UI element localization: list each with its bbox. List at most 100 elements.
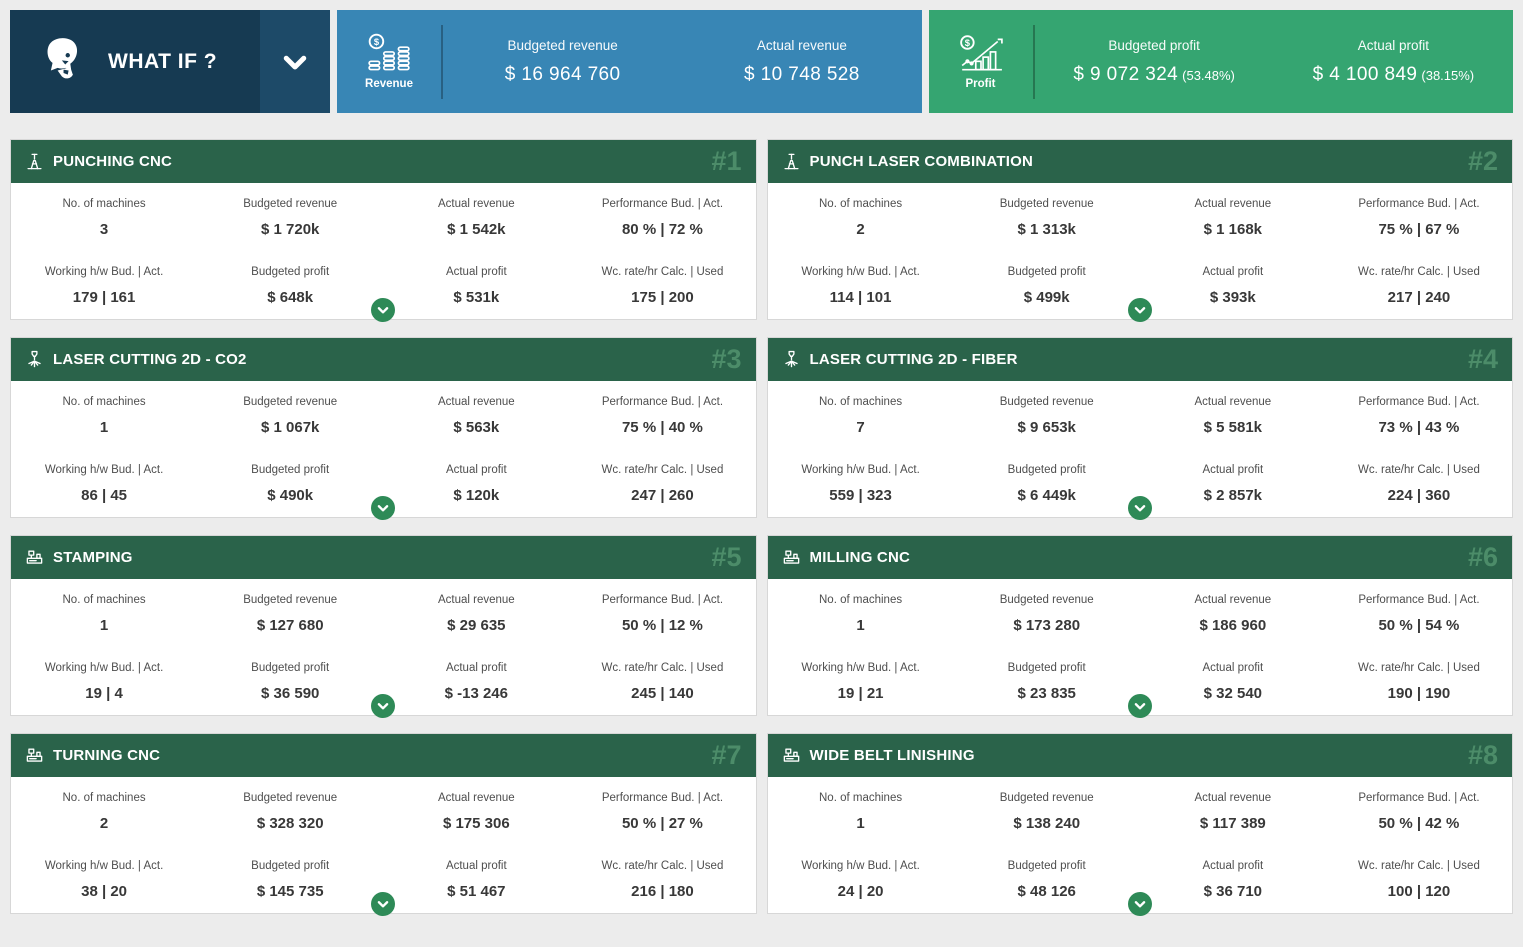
stat-label: No. of machines	[62, 594, 146, 606]
budgeted-profit-label: Budgeted profit	[1108, 37, 1200, 53]
expand-card-button[interactable]	[371, 496, 396, 520]
machine-card-header: LASER CUTTING 2D - CO2 #3	[11, 338, 756, 381]
stat-label: Wc. rate/hr Calc. | Used	[1358, 860, 1480, 872]
stat-value: 50 % | 12 %	[621, 617, 703, 634]
machine-card-wide-belt-linishing: WIDE BELT LINISHING #8 No. of machines B…	[766, 733, 1513, 916]
stat-value: $ 563k	[453, 419, 500, 436]
stat-value: $ 23 835	[1017, 685, 1076, 702]
profit-banner: $ Profit	[928, 10, 1513, 113]
machine-card-title: STAMPING	[53, 549, 133, 566]
expand-card-button[interactable]	[371, 892, 396, 916]
stat-value: 50 % | 42 %	[1378, 815, 1460, 832]
budgeted-profit-percent: (53.48%)	[1182, 67, 1235, 83]
stat-value: 100 | 120	[1387, 883, 1451, 900]
profit-chart-icon: $	[958, 33, 1004, 75]
actual-profit-value: $ 4 100 849	[1312, 63, 1418, 85]
brand-main: WHAT IF ?	[10, 10, 260, 113]
expand-card-button[interactable]	[1127, 496, 1152, 520]
stat-label: Wc. rate/hr Calc. | Used	[1358, 266, 1480, 278]
machine-card-header: LASER CUTTING 2D - FIBER #4	[767, 338, 1512, 381]
stat-value: $ -13 246	[444, 685, 508, 702]
expand-card-button[interactable]	[371, 694, 396, 718]
expand-card-button[interactable]	[1127, 298, 1152, 322]
stat-label: Actual revenue	[1194, 198, 1272, 210]
app-title: WHAT IF ?	[108, 49, 218, 73]
stat-value: 75 % | 40 %	[621, 419, 703, 436]
stat-value: 50 % | 27 %	[621, 815, 703, 832]
stat-value: $ 138 240	[1013, 815, 1081, 832]
stat-label: Performance Bud. | Act.	[1358, 198, 1480, 210]
machine-card-title: TURNING CNC	[53, 747, 161, 764]
stat-value: $ 175 306	[442, 815, 510, 832]
stat-label: No. of machines	[819, 396, 903, 408]
stat-label: No. of machines	[819, 594, 903, 606]
stat-label: Budgeted revenue	[243, 792, 338, 804]
stat-value: 1	[856, 617, 865, 634]
machine-card-punching-cnc: PUNCHING CNC #1 No. of machines Budgeted…	[10, 139, 757, 322]
stat-label: Budgeted revenue	[999, 594, 1094, 606]
stat-value: $ 490k	[267, 487, 314, 504]
machine-card-milling-cnc: MILLING CNC #6 No. of machines Budgeted …	[766, 535, 1513, 718]
stat-value: $ 648k	[267, 289, 314, 306]
app-brand: WHAT IF ?	[10, 10, 330, 113]
stat-value: 3	[99, 221, 109, 238]
stat-value: $ 173 280	[1013, 617, 1081, 634]
stat-label: Working h/w Bud. | Act.	[801, 662, 920, 674]
chevron-down-icon	[280, 47, 310, 77]
banner-divider	[1032, 24, 1035, 99]
punching-machine-icon	[782, 152, 801, 171]
stat-label: Performance Bud. | Act.	[1358, 792, 1480, 804]
budgeted-revenue-label: Budgeted revenue	[507, 37, 618, 53]
chevron-down-icon	[1133, 303, 1147, 317]
stat-label: Working h/w Bud. | Act.	[801, 860, 920, 872]
stat-value: $ 2 857k	[1203, 487, 1262, 504]
stat-value: 50 % | 54 %	[1378, 617, 1460, 634]
card-rank-badge: #2	[1467, 146, 1498, 176]
stat-label: Budgeted profit	[251, 860, 330, 872]
svg-text:$: $	[374, 36, 380, 47]
chevron-down-icon	[376, 303, 390, 317]
stat-value: 1	[99, 419, 109, 436]
stat-value: $ 9 653k	[1017, 419, 1076, 436]
stat-label: Actual profit	[445, 266, 507, 278]
stat-value: 245 | 140	[631, 685, 694, 702]
stat-value: 114 | 101	[829, 289, 892, 306]
machine-card-title: PUNCH LASER COMBINATION	[809, 153, 1033, 170]
stat-value: $ 531k	[453, 289, 500, 306]
punching-machine-icon	[25, 152, 44, 171]
card-rank-badge: #5	[711, 542, 742, 572]
machine-card-punch-laser-combination: PUNCH LASER COMBINATION #2 No. of machin…	[766, 139, 1513, 322]
stat-grid: No. of machines Budgeted revenue Actual …	[11, 777, 756, 913]
stat-label: Actual revenue	[1194, 594, 1272, 606]
stat-label: Budgeted revenue	[999, 792, 1094, 804]
stat-label: Budgeted profit	[1007, 266, 1086, 278]
stat-grid: No. of machines Budgeted revenue Actual …	[768, 183, 1513, 319]
stat-value: 19 | 4	[85, 685, 123, 702]
stat-value: 19 | 21	[837, 685, 884, 702]
stat-grid: No. of machines Budgeted revenue Actual …	[768, 381, 1513, 517]
stat-label: No. of machines	[819, 198, 903, 210]
stat-value: 80 % | 72 %	[621, 221, 703, 238]
expand-card-button[interactable]	[1127, 694, 1152, 718]
brand-dropdown-toggle[interactable]	[260, 10, 330, 113]
cnc-machine-icon	[782, 548, 801, 567]
stat-value: 216 | 180	[631, 883, 694, 900]
stat-value: $ 117 389	[1199, 815, 1266, 832]
thinking-person-icon	[34, 35, 88, 89]
machine-card-turning-cnc: TURNING CNC #7 No. of machines Budgeted …	[10, 733, 757, 916]
stat-value: $ 48 126	[1017, 883, 1076, 900]
budgeted-profit-stat: Budgeted profit $ 9 072 324 (53.48%)	[1035, 38, 1274, 86]
stat-value: 559 | 323	[829, 487, 892, 504]
stat-label: Budgeted revenue	[243, 594, 338, 606]
machine-card-title: MILLING CNC	[809, 549, 911, 566]
stat-label: Budgeted profit	[251, 464, 330, 476]
card-rank-badge: #1	[711, 146, 742, 176]
stat-grid: No. of machines Budgeted revenue Actual …	[11, 381, 756, 517]
expand-card-button[interactable]	[1127, 892, 1152, 916]
stat-value: $ 145 735	[256, 883, 324, 900]
stat-value: 75 % | 67 %	[1378, 221, 1460, 238]
expand-card-button[interactable]	[371, 298, 396, 322]
stat-grid: No. of machines Budgeted revenue Actual …	[11, 579, 756, 715]
actual-profit-stat: Actual profit $ 4 100 849 (38.15%)	[1274, 38, 1513, 86]
stat-grid: No. of machines Budgeted revenue Actual …	[11, 183, 756, 319]
